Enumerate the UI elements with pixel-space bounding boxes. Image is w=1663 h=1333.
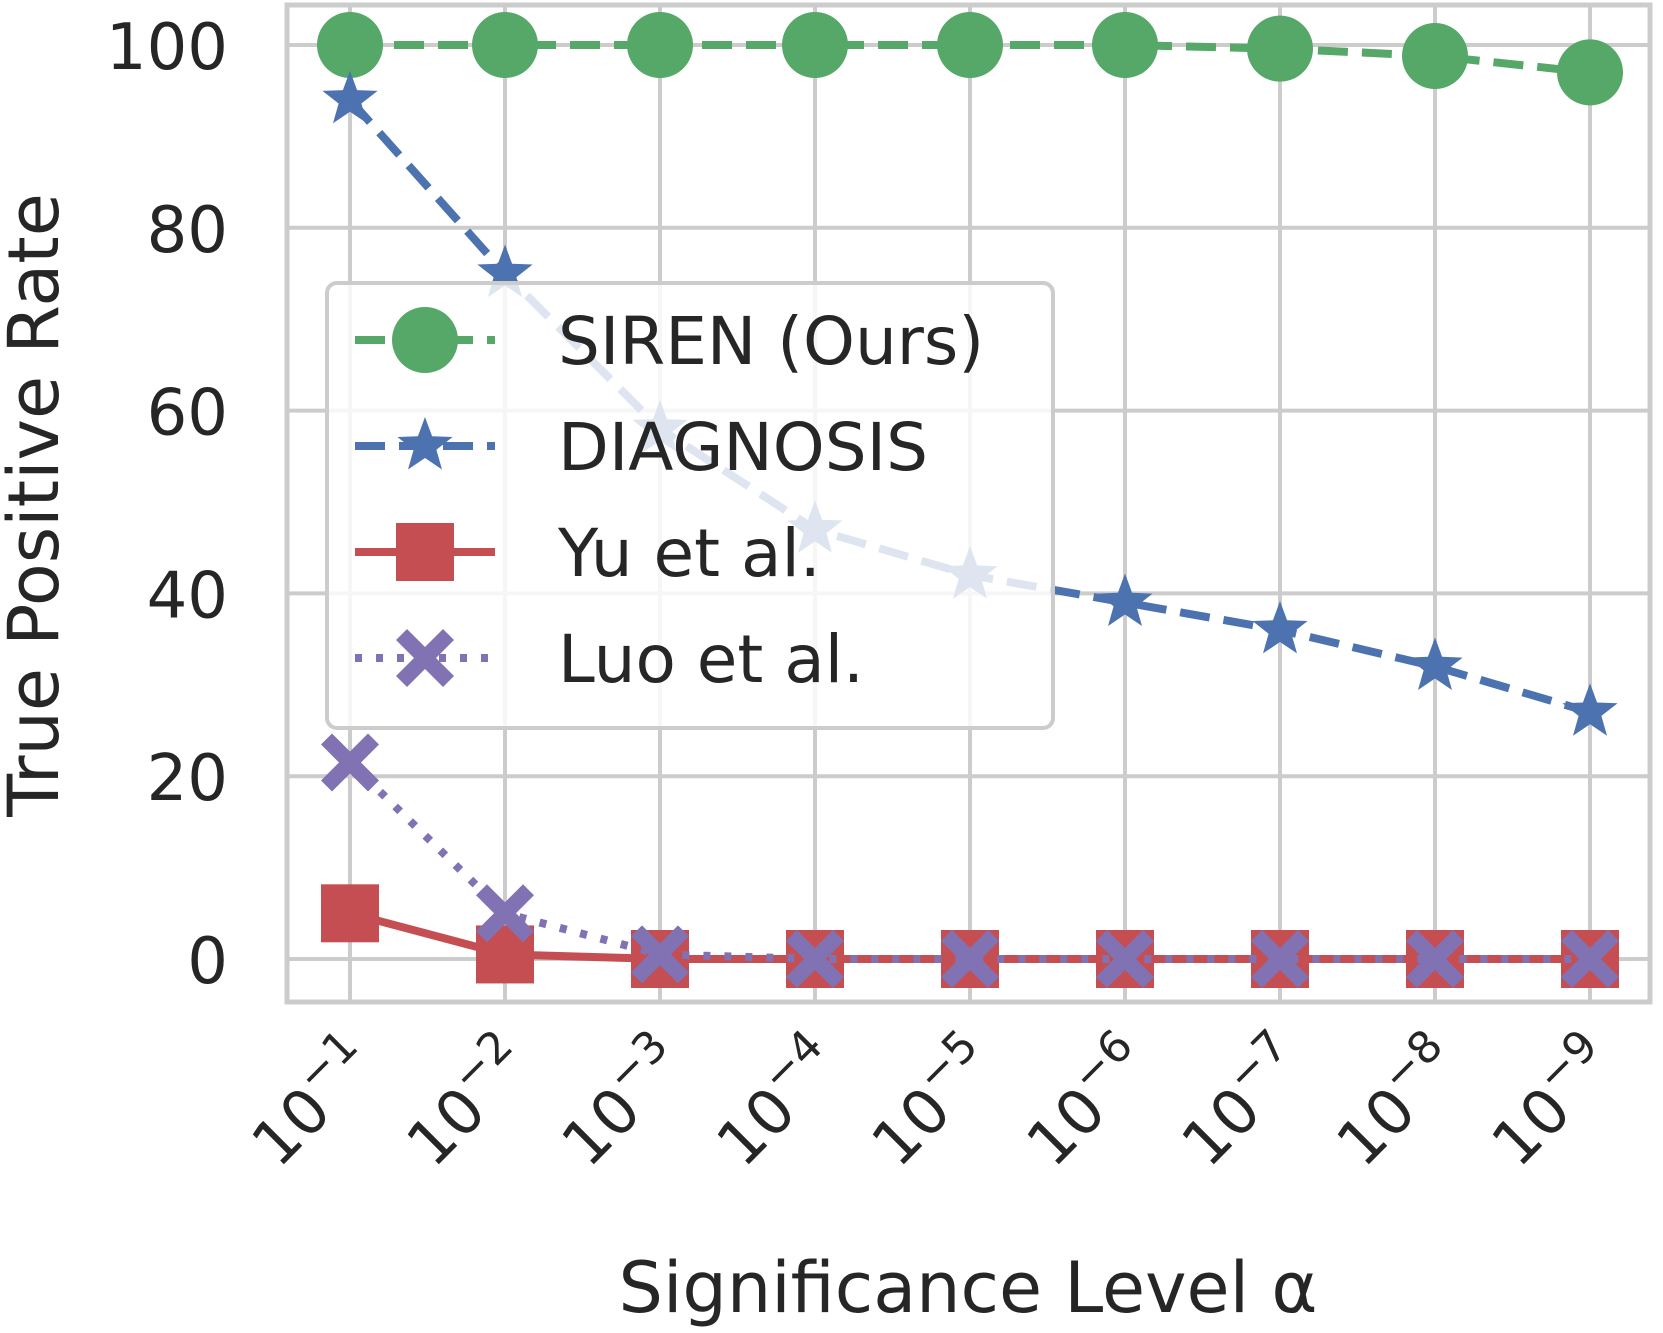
series-luo-et-al bbox=[321, 733, 1619, 988]
legend-label: SIREN (Ours) bbox=[558, 303, 984, 380]
data-point bbox=[1562, 683, 1618, 736]
data-point bbox=[1252, 601, 1308, 654]
legend-label: Yu et al. bbox=[557, 515, 821, 592]
data-point bbox=[1092, 12, 1158, 78]
x-tick-label: 10−8 bbox=[1315, 1020, 1475, 1180]
legend-entry: DIAGNOSIS bbox=[355, 409, 928, 486]
data-point bbox=[1402, 22, 1468, 89]
y-tick-label: 20 bbox=[147, 742, 228, 816]
x-tick-label-group: 10−1 bbox=[230, 1020, 390, 1180]
x-tick-label: 10−5 bbox=[850, 1020, 1010, 1180]
x-tick-label: 10−6 bbox=[1005, 1020, 1165, 1180]
legend-label: DIAGNOSIS bbox=[558, 409, 928, 486]
data-point bbox=[317, 12, 383, 78]
x-tick-label: 10−4 bbox=[695, 1020, 855, 1180]
x-tick-label-group: 10−9 bbox=[1470, 1020, 1630, 1180]
x-tick-label-group: 10−2 bbox=[385, 1020, 545, 1180]
y-axis-ticks: 0 20 40 60 80 100 bbox=[106, 11, 228, 999]
series-siren-ours bbox=[317, 12, 1623, 106]
legend: SIREN (Ours) DIAGNOSIS Yu et al. Luo et al. bbox=[325, 281, 1055, 730]
data-point bbox=[472, 12, 538, 78]
legend-marker bbox=[397, 417, 453, 470]
data-point bbox=[1251, 930, 1309, 988]
x-tick-label-group: 10−3 bbox=[540, 1020, 700, 1180]
plot-frame bbox=[284, 2, 1653, 1005]
data-point bbox=[1561, 930, 1619, 988]
y-tick-label: 80 bbox=[147, 194, 228, 268]
data-point bbox=[1097, 573, 1153, 626]
legend-entry: Yu et al. bbox=[355, 515, 821, 592]
data-point bbox=[322, 70, 378, 124]
data-point bbox=[1406, 930, 1464, 988]
y-axis-label: True Positive Rate bbox=[0, 193, 75, 818]
x-tick-label: 10−7 bbox=[1160, 1020, 1320, 1180]
legend-marker bbox=[396, 523, 454, 581]
x-axis-label: Significance Level α bbox=[619, 1247, 1318, 1329]
x-tick-label: 10−2 bbox=[385, 1020, 545, 1180]
data-point bbox=[477, 244, 533, 297]
x-tick-label: 10−3 bbox=[540, 1020, 700, 1180]
x-tick-label-group: 10−4 bbox=[695, 1020, 855, 1180]
y-tick-label: 40 bbox=[147, 559, 228, 633]
legend-marker bbox=[392, 307, 458, 373]
data-point bbox=[1247, 15, 1313, 82]
data-point bbox=[631, 925, 689, 984]
legend-entry: SIREN (Ours) bbox=[355, 303, 984, 380]
data-point bbox=[321, 884, 379, 943]
data-point bbox=[786, 930, 844, 988]
x-tick-label: 10−9 bbox=[1470, 1020, 1630, 1180]
legend-box bbox=[325, 281, 1055, 730]
legend-marker bbox=[396, 629, 454, 687]
y-tick-label: 0 bbox=[187, 925, 228, 999]
x-tick-label-group: 10−5 bbox=[850, 1020, 1010, 1180]
y-tick-label: 100 bbox=[106, 11, 228, 85]
data-point bbox=[782, 12, 848, 78]
data-point bbox=[476, 884, 534, 943]
x-tick-label-group: 10−6 bbox=[1005, 1020, 1165, 1180]
data-point bbox=[627, 12, 693, 78]
legend-entry: Luo et al. bbox=[355, 621, 864, 698]
legend-label: Luo et al. bbox=[558, 621, 864, 698]
x-tick-label-group: 10−8 bbox=[1315, 1020, 1475, 1180]
data-point bbox=[321, 733, 379, 792]
data-point bbox=[1407, 637, 1463, 690]
data-point bbox=[1557, 39, 1623, 106]
data-point bbox=[937, 12, 1003, 78]
y-tick-label: 60 bbox=[147, 377, 228, 451]
data-point bbox=[941, 930, 999, 988]
x-axis-ticks: 10−110−210−310−410−510−610−710−810−9 bbox=[230, 1020, 1630, 1180]
x-tick-label-group: 10−7 bbox=[1160, 1020, 1320, 1180]
data-point bbox=[1096, 930, 1154, 988]
x-tick-label: 10−1 bbox=[230, 1020, 390, 1180]
